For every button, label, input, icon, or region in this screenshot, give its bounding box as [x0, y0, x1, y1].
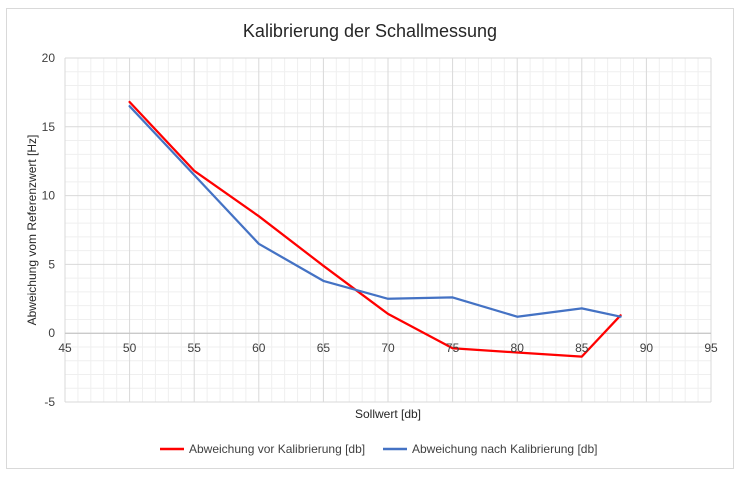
- legend: Abweichung vor Kalibrierung [db] Abweich…: [160, 442, 597, 456]
- chart-title: Kalibrierung der Schallmessung: [243, 21, 497, 41]
- x-tick-label: 95: [704, 341, 718, 355]
- legend-label-series-2: Abweichung nach Kalibrierung [db]: [412, 442, 597, 456]
- x-tick-label: 65: [317, 341, 331, 355]
- y-axis-label: Abweichung vom Referenzwert [Hz]: [25, 135, 39, 326]
- x-tick-label: 45: [58, 341, 72, 355]
- x-tick-label: 60: [252, 341, 266, 355]
- y-tick-label: 10: [42, 189, 56, 203]
- y-tick-label: 0: [48, 326, 55, 340]
- x-tick-label: 90: [640, 341, 654, 355]
- x-tick-label: 75: [446, 341, 460, 355]
- series: [128, 100, 622, 358]
- legend-label-series-1: Abweichung vor Kalibrierung [db]: [189, 442, 365, 456]
- x-tick-label: 80: [511, 341, 525, 355]
- x-tick-label: 50: [123, 341, 137, 355]
- x-axis-label: Sollwert [db]: [355, 407, 421, 421]
- grid: [64, 57, 712, 403]
- chart-frame: [6, 8, 734, 469]
- y-tick-label: 20: [42, 51, 56, 65]
- x-tick-label: 70: [381, 341, 395, 355]
- x-tick-label: 55: [188, 341, 202, 355]
- y-tick-label: 15: [42, 120, 56, 134]
- y-tick-label: 5: [48, 257, 55, 271]
- tick-labels: 45 50 55 60 65 70 75 80 85 90 95 -5 0 5 10 15 20: [42, 51, 718, 409]
- x-tick-label: 85: [575, 341, 589, 355]
- y-tick-label: -5: [44, 395, 55, 409]
- series-line-1: [128, 100, 622, 358]
